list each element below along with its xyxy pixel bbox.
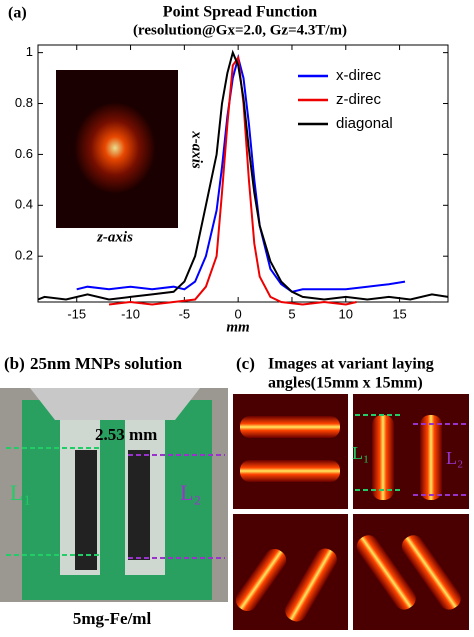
x-tick-label: 0: [235, 306, 242, 321]
inset-label: z-axis: [96, 229, 133, 245]
x-tick-label: -15: [67, 306, 86, 321]
panel-title: 25nm MNPs solution: [30, 354, 183, 373]
y-tick-label: 1: [26, 44, 33, 59]
plot-frame: [37, 44, 449, 303]
caption: 5mg-Fe/ml: [73, 609, 152, 628]
image-band: [240, 460, 340, 482]
image-tile: [233, 394, 348, 509]
x-tick-label: -5: [179, 306, 191, 321]
x-tick-label: 15: [392, 306, 406, 321]
series-line: [37, 49, 449, 301]
inset-spot: [75, 103, 155, 193]
l2-label: L₂: [180, 480, 201, 505]
x-axis-label: mm: [226, 319, 249, 335]
panel-c: (c) Images at variant laying angles(15mm…: [232, 354, 470, 631]
panel-b: (b) 25nm MNPs solution L₁ L₂ 2.53 mm 5mg…: [0, 354, 228, 628]
series-line: [108, 54, 357, 306]
panel-label: (a): [8, 5, 27, 22]
panel-title: Images at variant laying: [268, 356, 434, 373]
photo-clamp: [30, 388, 200, 420]
inset-label: x-axis: [189, 130, 205, 169]
image-band: [235, 548, 287, 612]
x-tick-label: -10: [121, 306, 140, 321]
image-band: [372, 415, 394, 500]
l1-label: L₁: [10, 480, 31, 505]
x-tick-label: 5: [288, 306, 295, 321]
legend-label: x-direc: [336, 67, 382, 84]
panel-label: (b): [4, 354, 25, 373]
y-tick-label: 0.8: [15, 95, 33, 110]
chart-subtitle: (resolution@Gx=2.0, Gz=4.3T/m): [133, 22, 347, 38]
image-band: [285, 548, 337, 622]
photo-holder: [22, 400, 212, 600]
x-tick-label: 10: [339, 306, 353, 321]
photo-sample: [128, 450, 150, 560]
y-tick-label: 0.4: [15, 197, 33, 212]
l2-label: L₂: [446, 448, 463, 468]
image-band: [401, 535, 461, 610]
l1-label: L₁: [352, 443, 369, 463]
chart-title: Point Spread Function: [163, 4, 318, 21]
panel-title: angles(15mm x 15mm): [268, 375, 423, 392]
photo-sample: [75, 450, 97, 570]
distance-label: 2.53 mm: [95, 425, 157, 444]
panel-label: (c): [236, 354, 255, 373]
image-band: [240, 416, 340, 438]
chart-a: (a) Point Spread Function (resolution@Gx…: [8, 4, 449, 335]
legend-label: diagonal: [336, 115, 393, 132]
y-tick-label: 0.6: [15, 146, 33, 161]
image-band: [420, 415, 442, 500]
image-tile: [353, 514, 469, 630]
image-band: [356, 535, 416, 610]
legend-label: z-direc: [336, 91, 382, 108]
y-tick-label: 0.2: [15, 248, 33, 263]
